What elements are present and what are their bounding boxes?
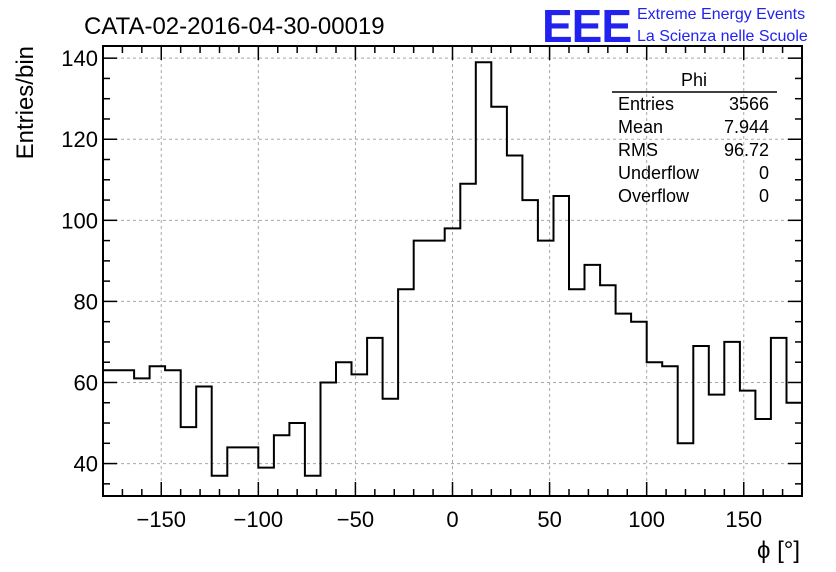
- stats-value: 0: [759, 163, 769, 183]
- stats-title: Phi: [681, 70, 707, 90]
- logo-line-1: Extreme Energy Events: [637, 6, 805, 23]
- x-axis-label: ϕ [°]: [757, 537, 800, 564]
- stats-value: 96.72: [724, 140, 769, 160]
- axes: [102, 45, 803, 497]
- y-tick-label: 120: [61, 127, 98, 152]
- stats-label: Entries: [618, 94, 674, 114]
- x-tick-label: 50: [537, 507, 561, 532]
- stats-value: 7.944: [724, 117, 769, 137]
- y-axis-label: Entries/bin: [12, 46, 39, 159]
- y-tick-label: 100: [61, 208, 98, 233]
- x-tick-label: −150: [136, 507, 186, 532]
- stats-label: Overflow: [618, 186, 690, 206]
- stats-box: Phi Entries 3566 Mean 7.944 RMS 96.72 Underflo…: [612, 70, 777, 206]
- y-tick-label: 80: [74, 289, 98, 314]
- histogram-line: [103, 61, 802, 477]
- x-tick-label: 0: [446, 507, 458, 532]
- stats-value: 0: [759, 186, 769, 206]
- grid-lines: [103, 46, 802, 496]
- stats-label: Mean: [618, 117, 663, 137]
- stats-value: 3566: [729, 94, 769, 114]
- stats-label: Underflow: [618, 163, 700, 183]
- x-tick-label: −100: [234, 507, 284, 532]
- chart-title: CATA-02-2016-04-30-00019: [84, 13, 385, 40]
- x-tick-label: 150: [725, 507, 762, 532]
- stats-rows: Entries 3566 Mean 7.944 RMS 96.72 Underflow 0 Ov…: [618, 94, 769, 206]
- y-tick-label: 40: [74, 452, 98, 477]
- x-tick-label: −50: [337, 507, 374, 532]
- tick-labels: −150 −100 −50 0 50 100 150 40 60 80 100 120 140: [61, 46, 762, 532]
- x-tick-label: 100: [628, 507, 665, 532]
- logo-line-2: La Scienza nelle Scuole: [637, 28, 808, 45]
- y-tick-label: 140: [61, 46, 98, 71]
- logo-mark: EEE: [542, 0, 631, 52]
- logo: EEE Extreme Energy Events La Scienza nel…: [542, 0, 808, 52]
- y-tick-label: 60: [74, 370, 98, 395]
- stats-label: RMS: [618, 140, 658, 160]
